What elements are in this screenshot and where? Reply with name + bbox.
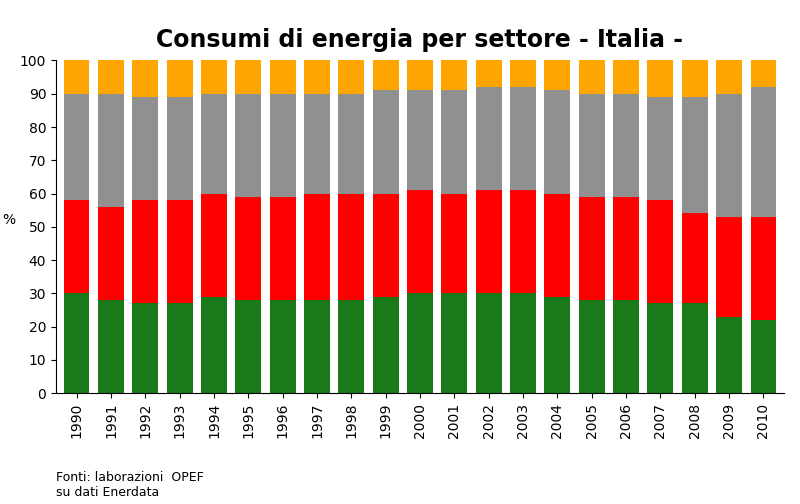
Bar — [579, 197, 605, 300]
Bar — [442, 293, 467, 393]
Bar — [545, 297, 570, 393]
Bar — [682, 97, 707, 214]
Bar — [235, 94, 261, 197]
Bar — [270, 60, 295, 94]
Bar — [750, 60, 776, 87]
Bar — [235, 300, 261, 393]
Bar — [579, 300, 605, 393]
Bar — [407, 190, 433, 293]
Bar — [510, 190, 536, 293]
Bar — [545, 60, 570, 90]
Bar — [133, 97, 158, 200]
Bar — [166, 200, 193, 303]
Bar — [579, 60, 605, 94]
Bar — [166, 97, 193, 200]
Bar — [647, 303, 674, 393]
Bar — [64, 200, 90, 293]
Bar — [407, 60, 433, 90]
Bar — [682, 60, 707, 97]
Bar — [442, 90, 467, 194]
Bar — [64, 60, 90, 94]
Bar — [407, 90, 433, 190]
Bar — [476, 293, 502, 393]
Bar — [750, 87, 776, 217]
Bar — [716, 317, 742, 393]
Title: Consumi di energia per settore - Italia -: Consumi di energia per settore - Italia … — [157, 28, 683, 51]
Bar — [235, 60, 261, 94]
Bar — [716, 94, 742, 217]
Bar — [613, 300, 639, 393]
Bar — [166, 60, 193, 97]
Bar — [64, 94, 90, 200]
Bar — [98, 300, 124, 393]
Bar — [201, 94, 227, 194]
Bar — [338, 60, 364, 94]
Bar — [201, 194, 227, 297]
Bar — [98, 207, 124, 300]
Bar — [716, 60, 742, 94]
Bar — [133, 60, 158, 97]
Bar — [510, 87, 536, 190]
Bar — [201, 60, 227, 94]
Bar — [270, 300, 295, 393]
Bar — [442, 60, 467, 90]
Bar — [304, 300, 330, 393]
Bar — [682, 303, 707, 393]
Bar — [270, 197, 295, 300]
Bar — [545, 90, 570, 194]
Bar — [750, 217, 776, 320]
Bar — [579, 94, 605, 197]
Bar — [133, 303, 158, 393]
Bar — [647, 200, 674, 303]
Bar — [201, 297, 227, 393]
Y-axis label: %: % — [2, 213, 15, 227]
Bar — [647, 97, 674, 200]
Bar — [476, 190, 502, 293]
Bar — [442, 194, 467, 293]
Bar — [373, 60, 398, 90]
Bar — [338, 94, 364, 194]
Bar — [613, 94, 639, 197]
Bar — [510, 293, 536, 393]
Bar — [373, 194, 398, 297]
Bar — [647, 60, 674, 97]
Bar — [304, 94, 330, 194]
Bar — [166, 303, 193, 393]
Bar — [407, 293, 433, 393]
Bar — [510, 60, 536, 87]
Bar — [98, 60, 124, 94]
Bar — [373, 90, 398, 194]
Bar — [545, 194, 570, 297]
Bar — [613, 60, 639, 94]
Bar — [716, 217, 742, 317]
Bar — [133, 200, 158, 303]
Bar — [613, 197, 639, 300]
Bar — [270, 94, 295, 197]
Bar — [98, 94, 124, 207]
Bar — [682, 214, 707, 303]
Bar — [304, 194, 330, 300]
Bar — [235, 197, 261, 300]
Bar — [338, 300, 364, 393]
Bar — [476, 60, 502, 87]
Bar — [338, 194, 364, 300]
Bar — [750, 320, 776, 393]
Bar — [304, 60, 330, 94]
Bar — [64, 293, 90, 393]
Bar — [373, 297, 398, 393]
Text: Fonti: laborazioni  OPEF
su dati Enerdata: Fonti: laborazioni OPEF su dati Enerdata — [56, 471, 204, 499]
Bar — [476, 87, 502, 190]
